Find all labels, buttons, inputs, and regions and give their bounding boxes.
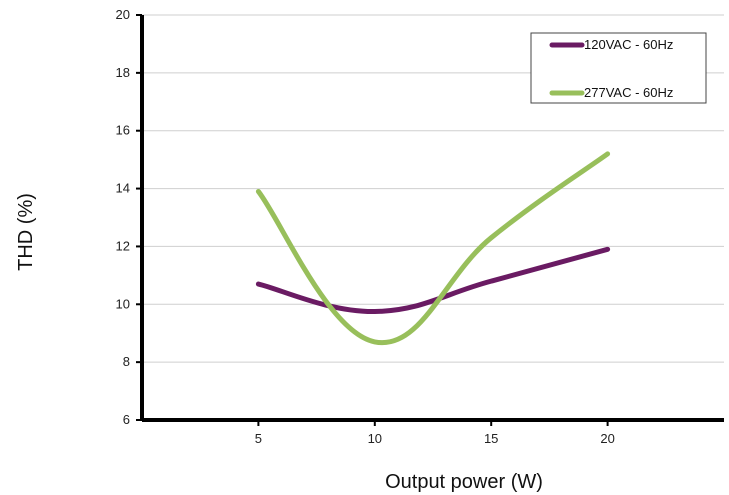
x-tick-label: 15 [484,431,498,446]
legend: 120VAC - 60Hz 277VAC - 60Hz [530,32,707,104]
x-tick-label: 10 [368,431,382,446]
y-tick-label: 20 [116,7,130,22]
series-lines [255,151,611,346]
x-tick-label: 20 [600,431,614,446]
series-line-1 [255,246,611,315]
tick-labels: 6 8 10 12 14 16 18 20 5 10 15 20 [116,7,615,446]
series-line-2 [255,151,611,346]
legend-label-1: 120VAC - 60Hz [584,37,673,52]
gridlines [142,14,724,363]
y-tick-label: 12 [116,238,130,253]
legend-label-2: 277VAC - 60Hz [584,85,673,100]
x-tick-label: 5 [255,431,262,446]
axes [136,14,724,426]
y-tick-label: 16 [116,123,130,138]
x-axis-title: Output power (W) [385,471,543,493]
y-tick-label: 8 [123,354,130,369]
y-tick-label: 18 [116,65,130,80]
y-tick-label: 6 [123,412,130,427]
y-axis-title: THD (%) [15,193,37,271]
y-tick-label: 10 [116,296,130,311]
y-tick-label: 14 [116,181,130,196]
